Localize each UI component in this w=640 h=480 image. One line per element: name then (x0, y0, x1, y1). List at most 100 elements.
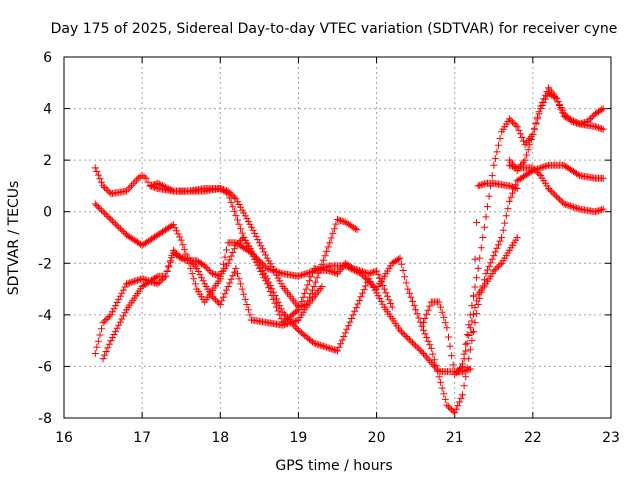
data-point (266, 277, 268, 280)
data-point (219, 187, 222, 190)
data-point (149, 185, 151, 187)
data-point (94, 203, 97, 205)
data-point (94, 167, 97, 169)
data-point (461, 363, 464, 365)
data-point (227, 192, 229, 195)
data-point (211, 272, 214, 275)
x-tick-label: 19 (290, 430, 308, 446)
data-point (328, 347, 331, 350)
data-point (297, 308, 300, 311)
data-point (485, 272, 487, 275)
data-point (555, 195, 558, 198)
data-point (555, 97, 558, 100)
data-point (399, 329, 401, 332)
data-point (297, 275, 300, 277)
grid-lines (64, 57, 611, 418)
data-point (250, 319, 253, 321)
data-point (336, 272, 339, 275)
data-point (356, 228, 358, 231)
x-tick-label: 18 (211, 430, 229, 446)
data-point (578, 123, 581, 125)
data-point (500, 262, 503, 265)
data-point (282, 311, 284, 314)
axis-ticks: 16 17 18 19 20 21 22 23 -8 -6 -4 -2 0 2 4 6 (38, 50, 620, 446)
data-point (602, 208, 604, 210)
data-point (508, 118, 511, 120)
data-point (446, 404, 448, 406)
data-point (321, 285, 323, 288)
data-point (196, 288, 198, 290)
data-point (422, 352, 425, 355)
data-point (156, 187, 159, 190)
data-point (156, 182, 159, 185)
data-point (375, 270, 378, 272)
data-point (172, 223, 175, 226)
x-tick-label: 16 (55, 430, 73, 446)
data-point (430, 301, 433, 303)
data-point (94, 352, 97, 355)
data-point (508, 159, 511, 161)
data-point (547, 87, 550, 89)
data-point (266, 283, 268, 285)
data-point (156, 275, 159, 277)
data-point (297, 319, 300, 321)
data-point (547, 92, 550, 94)
data-point (594, 177, 597, 179)
data-point (469, 314, 472, 316)
data-point (125, 308, 128, 311)
data-point (539, 174, 542, 177)
data-point (500, 130, 503, 133)
data-point (492, 182, 495, 185)
data-point (125, 283, 128, 285)
series-5 (99, 234, 396, 363)
data-point (391, 262, 394, 265)
data-point (352, 314, 354, 316)
data-point (313, 342, 315, 345)
data-point (102, 185, 104, 187)
data-point (125, 190, 128, 192)
data-point (141, 285, 143, 288)
plot-frame (63, 56, 612, 419)
y-tick-label: 4 (43, 102, 52, 118)
chart-title: Day 175 of 2025, Sidereal Day-to-day VTE… (51, 21, 618, 37)
data-point (516, 125, 519, 128)
data-point (203, 283, 206, 285)
data-point (196, 259, 198, 262)
data-point (282, 285, 284, 288)
data-point (485, 182, 487, 185)
data-point (477, 185, 479, 187)
data-point (469, 326, 472, 329)
data-point (141, 244, 143, 247)
data-point (266, 267, 268, 270)
data-marks (91, 84, 607, 417)
data-point (563, 112, 565, 115)
data-point (578, 174, 581, 177)
data-point (141, 174, 143, 177)
data-point (516, 167, 519, 169)
data-point (313, 285, 315, 288)
data-point (235, 244, 237, 247)
data-point (250, 252, 253, 254)
data-point (141, 277, 143, 280)
data-point (110, 339, 112, 342)
data-point (438, 301, 440, 303)
data-point (156, 234, 159, 236)
data-point (508, 249, 511, 252)
data-point (457, 370, 460, 373)
data-point (188, 190, 190, 192)
data-point (313, 267, 315, 270)
data-point (102, 357, 104, 360)
data-point (328, 241, 331, 244)
x-tick-label: 17 (133, 430, 151, 446)
data-point (532, 167, 534, 169)
data-point (602, 128, 604, 130)
data-point (313, 296, 315, 298)
y-axis-label: SDTVAR / TECUs (6, 181, 22, 296)
data-point (156, 283, 159, 285)
data-point (500, 236, 503, 239)
data-point (235, 198, 237, 200)
data-point (571, 120, 573, 123)
data-point (461, 370, 464, 373)
data-point (336, 350, 339, 352)
